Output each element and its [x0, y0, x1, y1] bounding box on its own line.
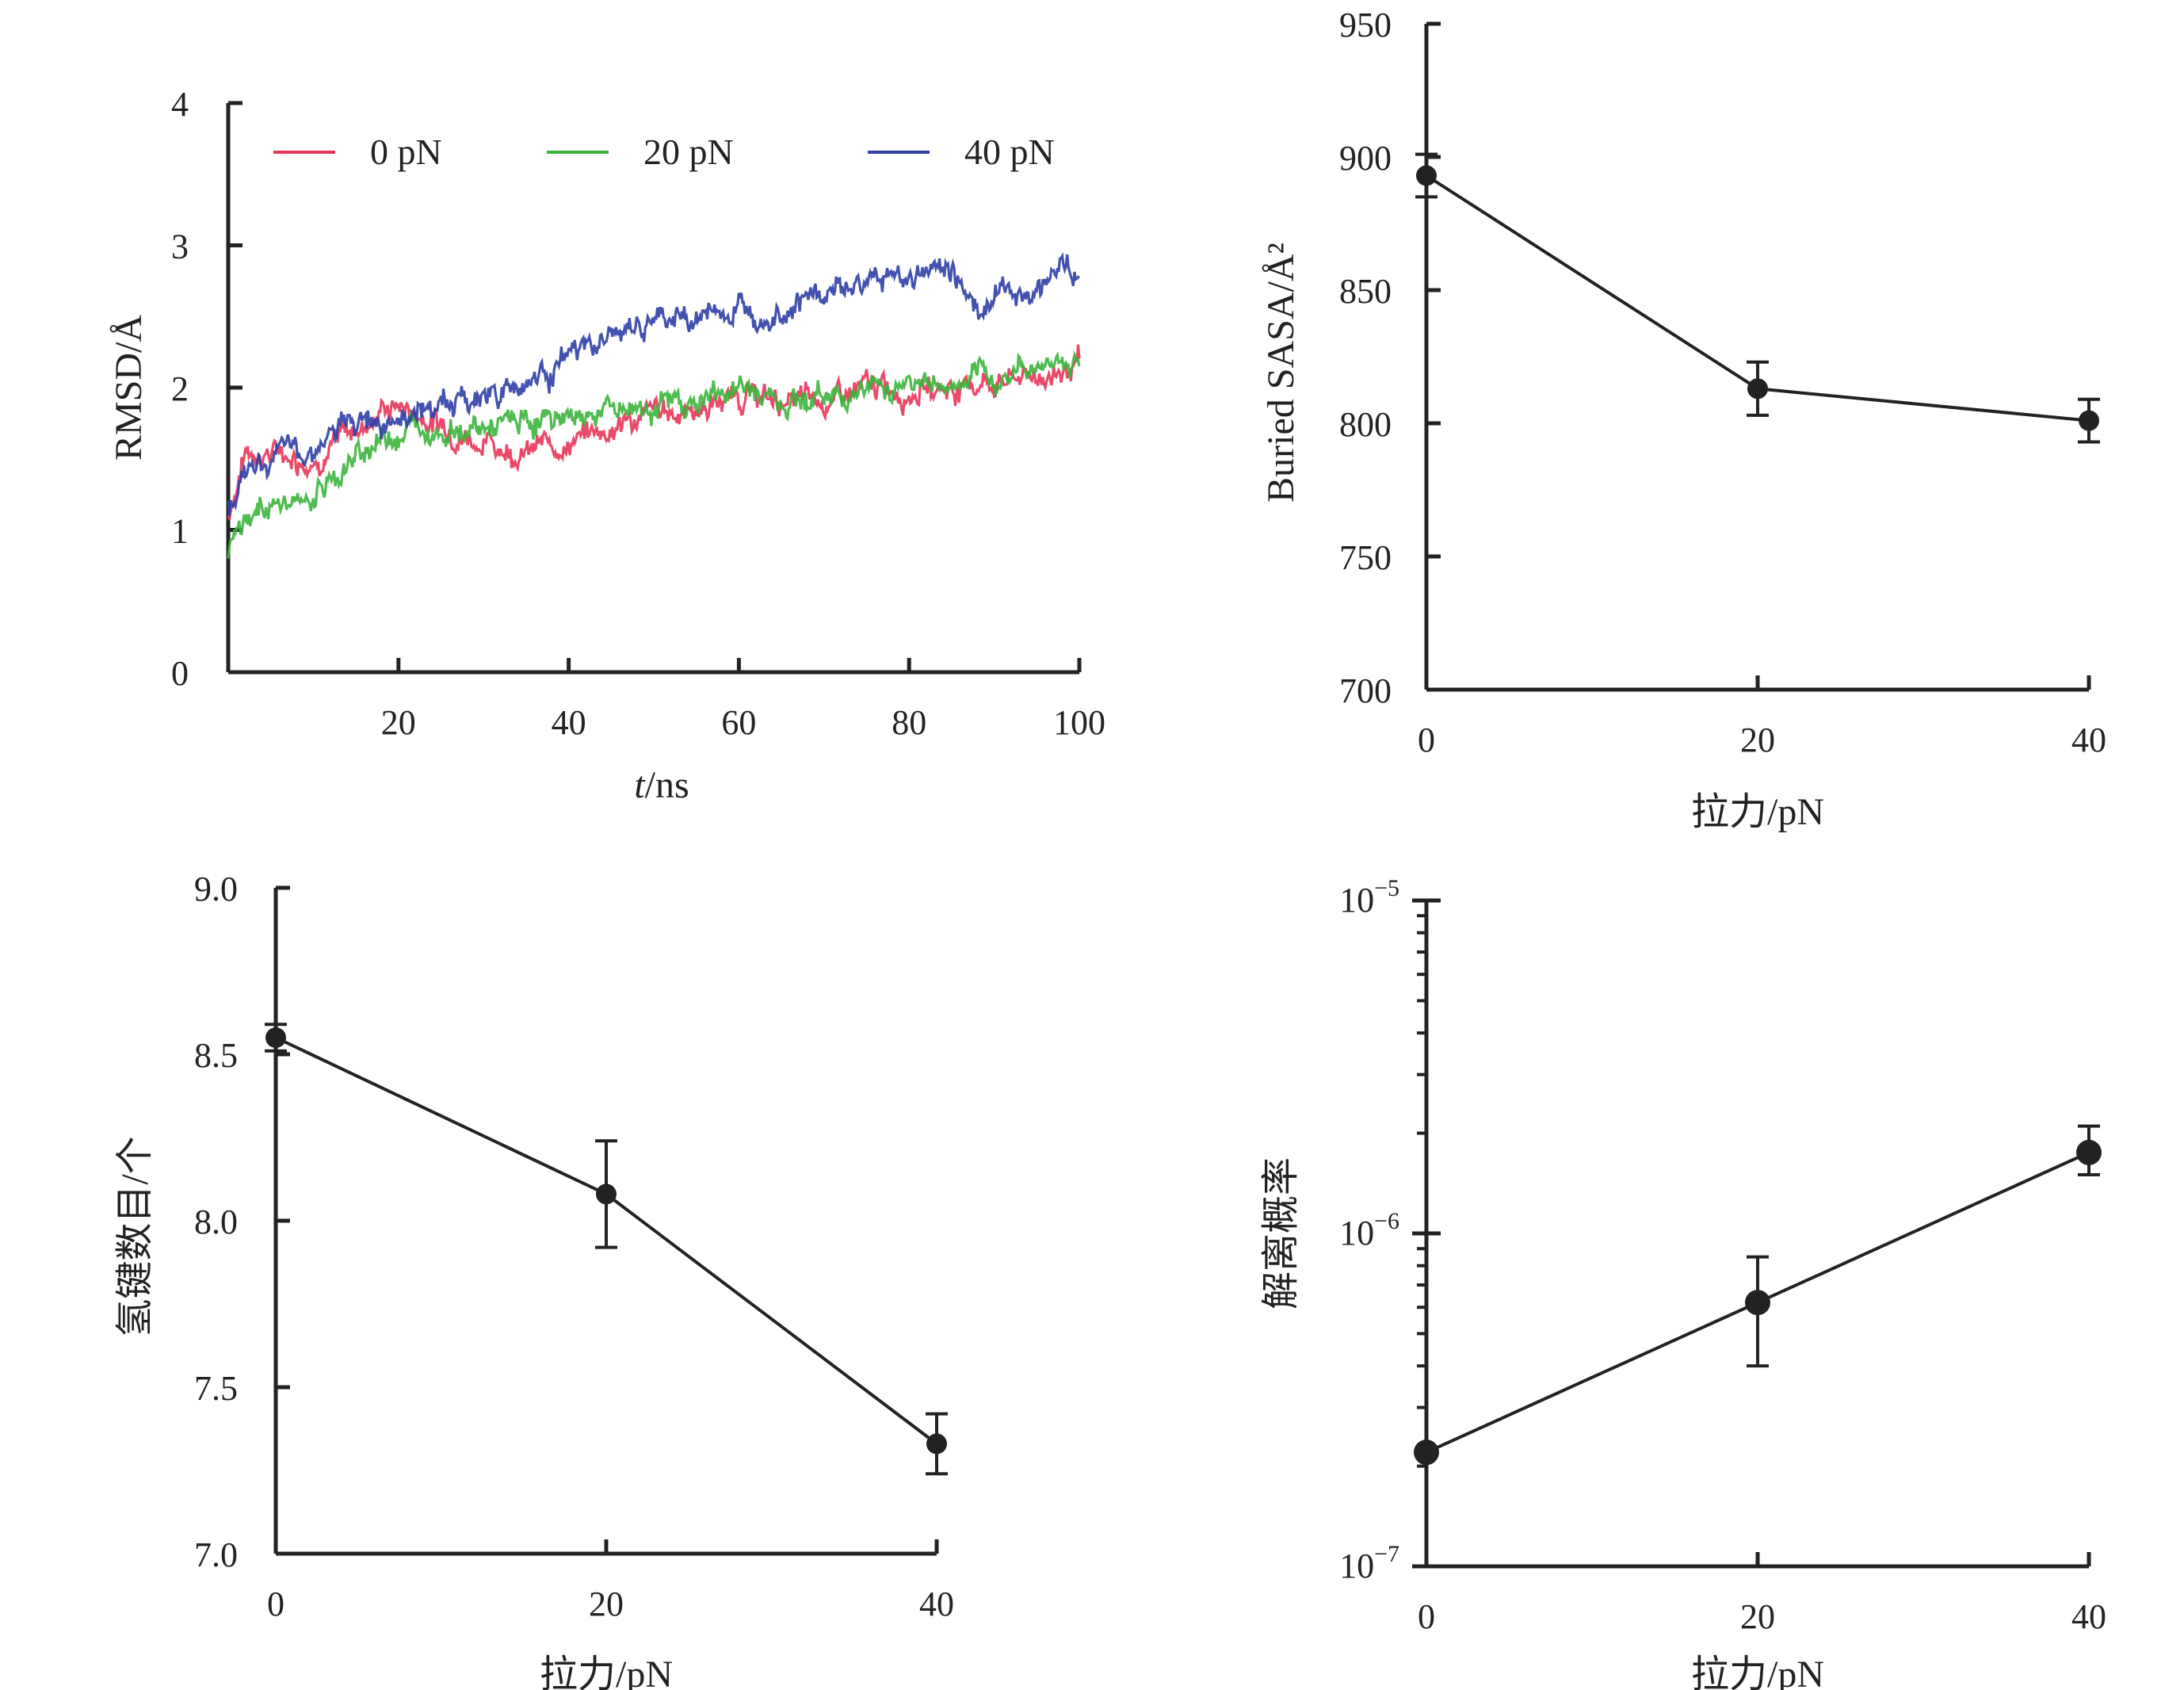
x-tick-label: 80 [892, 703, 926, 742]
y-tick-label: 850 [1339, 272, 1392, 311]
x-tick-label: 0 [1418, 721, 1435, 759]
y-tick-label: 950 [1339, 6, 1392, 44]
x-tick-label: 20 [1740, 1597, 1775, 1636]
hydrogen-bond-chart: 0 20 40 7.0 7.5 8.0 8.5 9.0 拉力/pN 氢键数目/个 [114, 870, 954, 1690]
x-tick-label: 20 [589, 1585, 624, 1623]
data-point [1416, 165, 1437, 186]
y-tick-label: 750 [1339, 538, 1392, 577]
y-axis-label: 氢键数目/个 [114, 1136, 156, 1336]
data-point [2076, 1139, 2102, 1165]
y-tick-label: 7.5 [194, 1369, 238, 1408]
y-axis-label: RMSD/Å [108, 315, 150, 461]
y-tick-label: 7.0 [194, 1535, 238, 1574]
y-tick-label: 800 [1339, 405, 1392, 444]
data-point [1414, 1440, 1439, 1466]
y-tick-label: 900 [1339, 139, 1392, 178]
dissociation-probability-chart: 0 20 40 10−7 10−6 10−5 拉力/pN 解离概率 [1260, 875, 2106, 1690]
series-line-40pn [227, 252, 1080, 516]
y-axis-label: 解离概率 [1260, 1157, 1302, 1310]
y-tick-label: 3 [171, 228, 189, 266]
y-tick-label: 9.0 [194, 870, 238, 908]
y-tick-label: 10−6 [1339, 1208, 1399, 1252]
buried-sasa-chart: 0 20 40 700 750 800 850 900 950 拉力/pN Buried SASA/… [1260, 6, 2106, 833]
x-tick-label: 100 [1053, 703, 1105, 742]
y-tick-label: 10−5 [1339, 875, 1399, 920]
data-point [265, 1027, 286, 1048]
data-point [2079, 410, 2099, 431]
y-tick-label: 700 [1339, 671, 1392, 710]
x-tick-label: 40 [919, 1585, 954, 1623]
x-axis-label: 拉力/pN [1691, 791, 1824, 833]
data-point [926, 1433, 947, 1455]
y-tick-label: 8.0 [194, 1202, 238, 1241]
x-tick-label: 40 [2071, 721, 2106, 759]
x-tick-label: 20 [1740, 721, 1775, 759]
series-line-20pn [227, 350, 1081, 559]
data-point [1745, 1290, 1770, 1316]
x-axis-label: 拉力/pN [1691, 1654, 1824, 1690]
x-tick-label: 20 [381, 703, 416, 742]
legend-label: 0 pN [370, 132, 442, 172]
x-tick-label: 0 [1418, 1597, 1435, 1636]
y-axis-label: Buried SASA/Å² [1260, 243, 1302, 503]
y-tick-label: 8.5 [194, 1036, 238, 1075]
data-point [1747, 378, 1768, 400]
legend-label: 40 pN [964, 132, 1055, 172]
x-tick-label: 40 [552, 703, 586, 742]
x-tick-label: 0 [267, 1585, 284, 1623]
data-point [596, 1183, 617, 1205]
x-tick-label: 60 [721, 703, 756, 742]
y-tick-label: 10−7 [1339, 1541, 1399, 1585]
x-axis-label: t/ns [634, 764, 689, 806]
x-axis-label: 拉力/pN [540, 1654, 673, 1690]
x-tick-label: 40 [2071, 1597, 2106, 1636]
y-tick-label: 1 [171, 512, 189, 551]
legend-label: 20 pN [643, 132, 734, 172]
y-tick-label: 0 [171, 654, 189, 693]
y-tick-label: 4 [171, 85, 189, 124]
y-tick-label: 2 [171, 369, 189, 408]
